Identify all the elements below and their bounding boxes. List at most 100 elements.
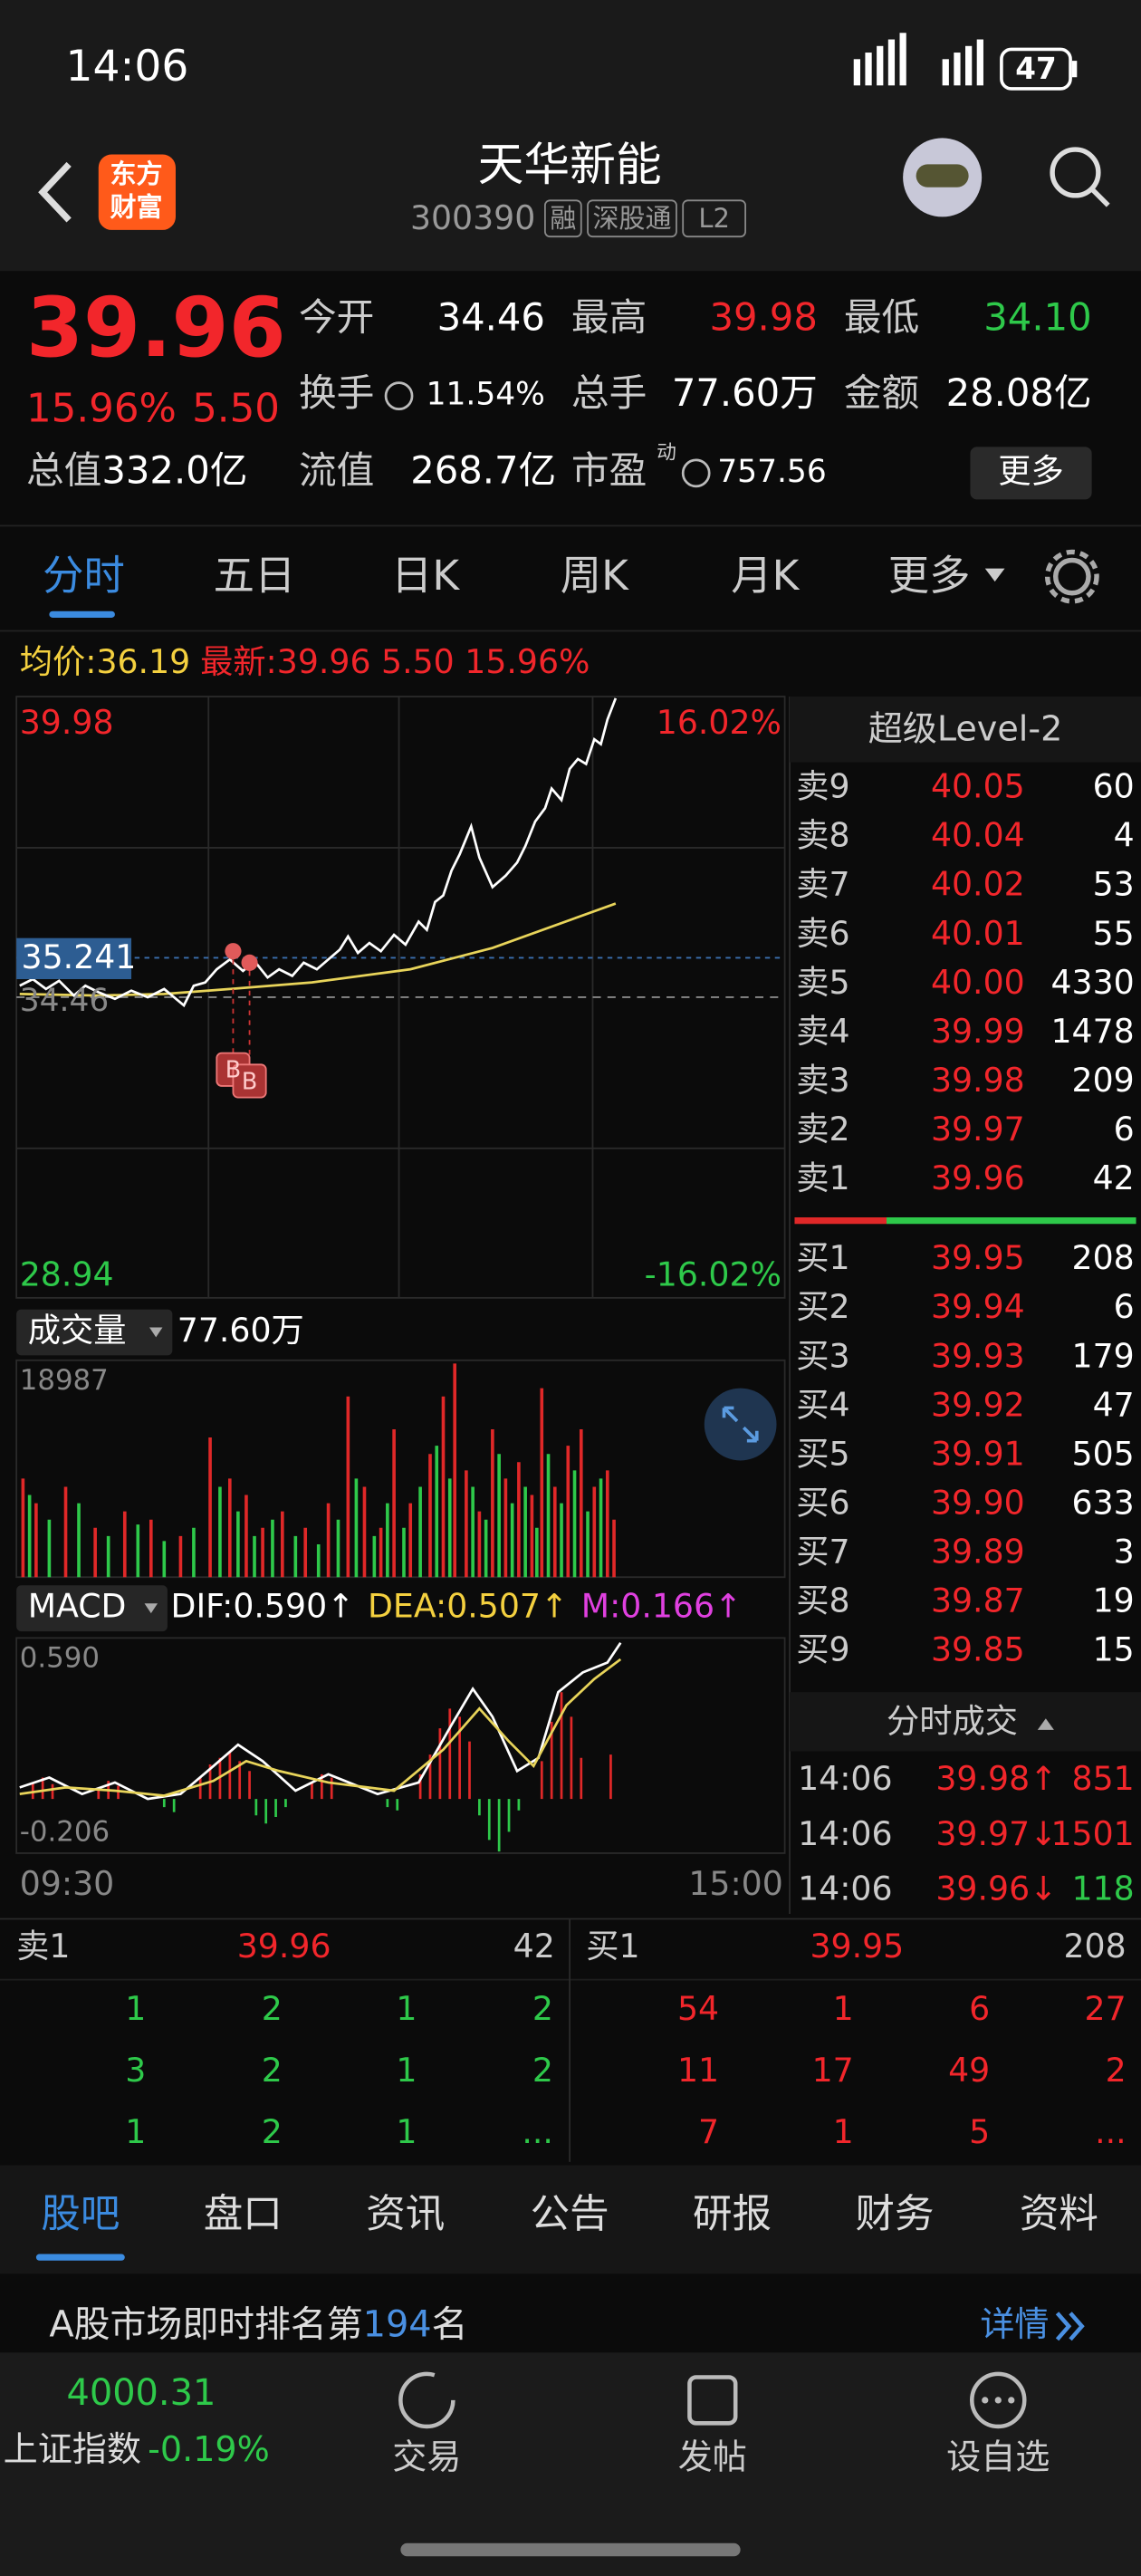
queue-order: 7 — [698, 2112, 719, 2151]
queue-order: 49 — [948, 2051, 990, 2090]
tab[interactable]: 月K — [731, 552, 800, 600]
nav-item[interactable]: 发帖 — [678, 2437, 747, 2477]
book-price: 40.01 — [931, 914, 1025, 953]
queue-order: 5 — [969, 2112, 990, 2151]
tab[interactable]: 五日 — [214, 552, 296, 600]
depth-price: 39.95 — [810, 1927, 904, 1966]
macd-values: DIF:0.590↑ DEA:0.507↑ M:0.166↑ — [171, 1587, 743, 1626]
tab[interactable]: 更多 — [888, 552, 971, 600]
book-volume: 53 — [1093, 865, 1135, 904]
queue-order: 1 — [833, 2112, 854, 2151]
post-icon[interactable] — [687, 2375, 738, 2426]
book-volume: 55 — [1093, 914, 1135, 953]
dropdown-arrow — [144, 1603, 158, 1614]
search-icon — [1089, 187, 1110, 207]
depth-volume: 42 — [513, 1927, 555, 1966]
book-label: 卖6 — [796, 914, 849, 953]
bottom-tab[interactable]: 股吧 — [41, 2192, 120, 2237]
queue-order: 17 — [812, 2051, 854, 2090]
pct-top: 16.02% — [657, 703, 781, 742]
volume-selector[interactable] — [16, 1309, 173, 1356]
tab-underline — [35, 2254, 125, 2261]
pct-bottom: -16.02% — [645, 1254, 781, 1293]
logo-text: 财富 — [110, 191, 162, 222]
clock: 14:06 — [66, 42, 189, 91]
queue-order: 2 — [262, 2112, 283, 2151]
back-button[interactable] — [38, 161, 72, 223]
buy-marker[interactable] — [232, 1063, 267, 1099]
queue-order: ... — [1095, 2112, 1127, 2151]
book-volume: 209 — [1072, 1061, 1135, 1100]
macd-bottom: -0.206 — [20, 1816, 110, 1849]
book-label: 卖8 — [796, 816, 849, 855]
trade-time: 14:06 — [798, 1870, 892, 1908]
macd-selector[interactable] — [16, 1585, 168, 1632]
search-icon[interactable] — [1050, 147, 1101, 198]
more-label[interactable]: 更多 — [998, 451, 1063, 490]
field-value: 268.7亿 — [410, 447, 556, 492]
volume-label[interactable]: 成交量 — [28, 1311, 127, 1350]
queue-order: 27 — [1085, 1989, 1127, 2028]
nav-item[interactable]: 交易 — [392, 2437, 461, 2477]
tab[interactable]: 日K — [391, 552, 460, 600]
bottom-tab[interactable]: 资料 — [1020, 2192, 1098, 2237]
tag: 深股通 — [592, 203, 671, 234]
logo-text: 东方 — [110, 159, 162, 189]
field-value: 39.98 — [710, 295, 818, 340]
book-price: 39.96 — [931, 1158, 1025, 1197]
nav-bg — [0, 2352, 1141, 2576]
field-label: 最低 — [844, 295, 919, 340]
bottom-tab[interactable]: 研报 — [693, 2192, 772, 2237]
field-label: 市盈 — [571, 447, 647, 492]
nav-item[interactable]: 设自选 — [946, 2437, 1050, 2477]
bottom-tab[interactable]: 财务 — [856, 2192, 935, 2237]
book-volume: 4 — [1114, 816, 1135, 855]
dea-line — [19, 1658, 622, 1797]
trades-header — [790, 1692, 1141, 1752]
book-price: 39.91 — [931, 1434, 1025, 1473]
info-icon[interactable] — [384, 381, 414, 410]
tab[interactable]: 周K — [561, 552, 629, 600]
index-value[interactable]: 4000.31 — [66, 2372, 216, 2414]
collapse-arrow[interactable] — [1037, 1718, 1054, 1730]
settings-icon[interactable] — [1053, 557, 1091, 596]
tag: 融 — [550, 203, 576, 234]
book-label: 买4 — [796, 1385, 849, 1424]
field-label: 换手 — [299, 370, 374, 415]
book-volume: 15 — [1093, 1630, 1135, 1669]
bottom-tab[interactable]: 公告 — [531, 2192, 609, 2237]
book-price: 39.92 — [931, 1385, 1025, 1424]
stock-code: 300390 — [410, 198, 535, 237]
book-price: 40.02 — [931, 865, 1025, 904]
book-label: 卖1 — [796, 1158, 849, 1197]
book-price: 39.87 — [931, 1581, 1025, 1620]
change: 5.50 — [192, 386, 280, 431]
index-line[interactable]: 上证指数 -0.19% — [4, 2429, 270, 2469]
queue-order: 1 — [396, 2112, 417, 2151]
macd-label[interactable]: MACD — [28, 1587, 127, 1626]
queue-order: 1 — [396, 2051, 417, 2090]
watchlist-icon[interactable] — [970, 2371, 1027, 2429]
bottom-tab[interactable]: 资讯 — [366, 2192, 445, 2237]
queue-order: 2 — [262, 1989, 283, 2028]
y-bottom: 28.94 — [20, 1254, 114, 1293]
details-link[interactable]: 详情 — [980, 2304, 1049, 2344]
field-label: 最高 — [571, 295, 647, 340]
queue-order: 1 — [125, 1989, 146, 2028]
more-button[interactable] — [970, 447, 1092, 500]
trade-price: 39.98↑ — [935, 1759, 1057, 1798]
bottom-tab[interactable]: 盘口 — [204, 2192, 283, 2237]
book-volume: 1478 — [1051, 1012, 1135, 1051]
tab[interactable]: 分时 — [43, 552, 125, 600]
field-value: 34.46 — [437, 295, 545, 340]
depth-volume: 208 — [1063, 1927, 1126, 1966]
book-price: 40.04 — [931, 816, 1025, 855]
book-volume: 47 — [1093, 1385, 1135, 1424]
tag-box — [543, 199, 582, 238]
expand-button[interactable] — [704, 1388, 777, 1461]
trade-icon[interactable] — [398, 2371, 455, 2429]
info-icon[interactable] — [681, 458, 711, 488]
price-line — [19, 697, 618, 1008]
cursor-box — [16, 937, 132, 980]
